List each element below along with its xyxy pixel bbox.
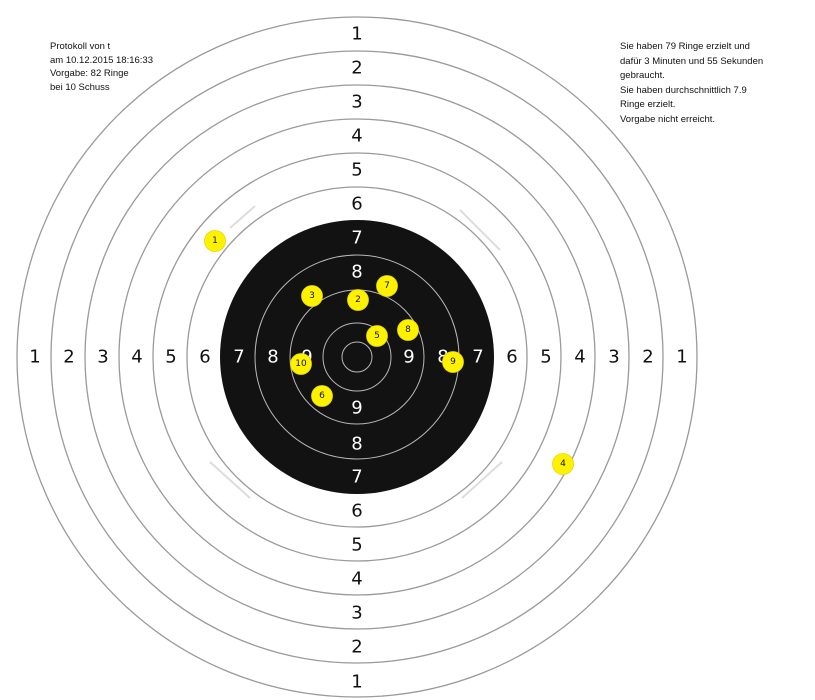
ring-label-top: 4 (351, 126, 362, 147)
hint-mark (461, 461, 503, 499)
shot-number: 5 (374, 331, 380, 341)
ring-label-bottom: 2 (351, 637, 362, 658)
hint-mark (459, 209, 501, 251)
inner-ring-10 (322, 322, 392, 392)
ring-label-left: 3 (97, 347, 108, 368)
result-line-6: Vorgabe nicht erreicht. (620, 113, 716, 125)
protocol-date: am 10.12.2015 18:16:33 (50, 54, 154, 66)
ring-label-left: 6 (199, 347, 210, 368)
inner-ring-11 (341, 341, 373, 373)
shot-number: 4 (560, 459, 566, 469)
shot-marker-4: 4 (552, 453, 574, 475)
ring-label-top: 5 (351, 160, 362, 181)
shot-marker-10: 10 (290, 353, 312, 375)
hint-mark (229, 205, 256, 229)
ring-label-right: 8 (437, 347, 448, 368)
ring-label-bottom: 1 (351, 672, 362, 693)
ring-label-top: 1 (351, 24, 362, 45)
ring-label-right: 4 (574, 347, 585, 368)
ring-label-top: 3 (351, 92, 362, 113)
shot-dot (442, 351, 464, 373)
ring-label-left: 7 (233, 347, 244, 368)
protocol-target-score: Vorgabe: 82 Ringe (50, 68, 129, 79)
shot-number: 7 (384, 281, 390, 291)
shot-dot (552, 453, 574, 475)
protocol-info: Protokoll von t am 10.12.2015 18:16:33 V… (50, 40, 153, 94)
ring-label-left: 8 (267, 347, 278, 368)
ring-label-left: 1 (29, 347, 40, 368)
shot-marker-3: 3 (301, 285, 323, 307)
result-line-3: gebraucht. (620, 70, 665, 81)
ring-label-bottom: 7 (351, 467, 362, 488)
shot-marker-7: 7 (376, 275, 398, 297)
shot-number: 10 (295, 359, 307, 369)
shot-number: 2 (355, 295, 361, 305)
ring-label-top: 7 (351, 228, 362, 249)
protocol-title: Protokoll von t (50, 41, 111, 52)
hint-mark (209, 461, 251, 499)
result-summary: Sie haben 79 Ringe erzielt und dafür 3 M… (620, 40, 800, 127)
black-aiming-zone (220, 220, 494, 494)
ring-label-top: 8 (351, 262, 362, 283)
shot-number: 8 (405, 325, 411, 335)
ring-label-right: 1 (676, 347, 687, 368)
result-line-1: Sie haben 79 Ringe erzielt und (620, 41, 750, 52)
ring-label-right: 3 (608, 347, 619, 368)
shot-number: 1 (212, 236, 218, 246)
ring-label-left: 5 (165, 347, 176, 368)
ring-label-right: 7 (472, 347, 483, 368)
result-line-4: Sie haben durchschnittlich 7.9 (620, 84, 747, 96)
shot-dot (311, 385, 333, 407)
target-rings (16, 16, 698, 698)
shot-dot (204, 230, 226, 252)
ring-label-right: 6 (506, 347, 517, 368)
ring-label-bottom: 6 (351, 501, 362, 522)
protocol-shot-count: bei 10 Schuss (50, 81, 110, 93)
ring-label-bottom: 3 (351, 603, 362, 624)
shot-dot (366, 325, 388, 347)
shot-dot (397, 319, 419, 341)
shot-dot (376, 275, 398, 297)
ring-label-bottom: 4 (351, 569, 362, 590)
shot-dot (290, 353, 312, 375)
shot-number: 9 (450, 357, 456, 367)
ring-label-bottom: 5 (351, 535, 362, 556)
ring-label-right: 9 (403, 347, 414, 368)
ring-label-bottom: 9 (351, 398, 362, 419)
shot-number: 6 (319, 391, 325, 401)
shot-marker-2: 2 (347, 289, 369, 311)
ring-label-top: 6 (351, 194, 362, 215)
shot-marker-9: 9 (442, 351, 464, 373)
ring-label-bottom: 8 (351, 434, 362, 455)
target-hint-marks (209, 205, 503, 499)
ring-label-right: 2 (642, 347, 653, 368)
shot-number: 3 (309, 291, 315, 301)
ring-label-right: 5 (540, 347, 551, 368)
ring-label-top: 2 (351, 58, 362, 79)
shot-marker-8: 8 (397, 319, 419, 341)
ring-label-left: 2 (63, 347, 74, 368)
shot-dot (347, 289, 369, 311)
shot-marker-6: 6 (311, 385, 333, 407)
shot-marker-5: 5 (366, 325, 388, 347)
ring-label-left: 4 (131, 347, 142, 368)
shot-dot (301, 285, 323, 307)
shot-marker-1: 1 (204, 230, 226, 252)
result-line-5: Ringe erzielt. (620, 99, 676, 110)
result-line-2: dafür 3 Minuten und 55 Sekunden (620, 55, 764, 67)
